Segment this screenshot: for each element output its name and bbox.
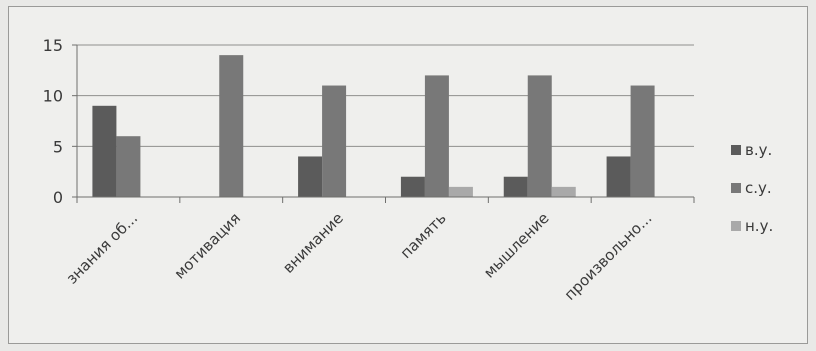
bar	[92, 105, 117, 197]
bar	[527, 75, 552, 197]
y-tick-label: 10	[43, 87, 63, 106]
bar	[219, 55, 244, 198]
x-category-label: внимание	[279, 209, 347, 277]
bar	[503, 176, 528, 197]
legend-swatch	[731, 145, 741, 155]
y-tick-label: 15	[43, 36, 63, 55]
legend: в.у. с.у. н.у.	[731, 141, 773, 235]
legend-swatch	[731, 183, 741, 193]
y-axis: 0 5 10 15	[43, 36, 78, 207]
x-category-label: произвольно...	[561, 209, 656, 304]
gridlines	[77, 44, 694, 147]
bar	[116, 136, 141, 197]
y-tick-label: 5	[53, 137, 63, 156]
bar	[424, 75, 449, 197]
bar	[551, 186, 576, 197]
bars	[92, 55, 655, 198]
x-category-label: память	[397, 209, 450, 262]
bar	[298, 156, 323, 197]
y-tick-label: 0	[53, 188, 63, 207]
bar-chart: 0 5 10 15 знания об... мотивация внимание памя…	[43, 36, 774, 304]
x-axis: знания об... мотивация внимание память мышле…	[63, 196, 695, 304]
chart-frame: 0 5 10 15 знания об... мотивация внимание памя…	[8, 6, 808, 344]
x-category-label: знания об...	[63, 209, 142, 288]
legend-label: с.у.	[745, 179, 772, 197]
x-category-label: мышление	[480, 209, 552, 281]
legend-swatch	[731, 221, 741, 231]
bar	[400, 176, 425, 197]
x-category-label: мотивация	[171, 209, 245, 283]
bar	[448, 186, 473, 197]
bar	[606, 156, 631, 197]
legend-label: в.у.	[745, 141, 772, 159]
legend-label: н.у.	[745, 217, 773, 235]
bar	[322, 85, 347, 197]
bar	[630, 85, 655, 197]
